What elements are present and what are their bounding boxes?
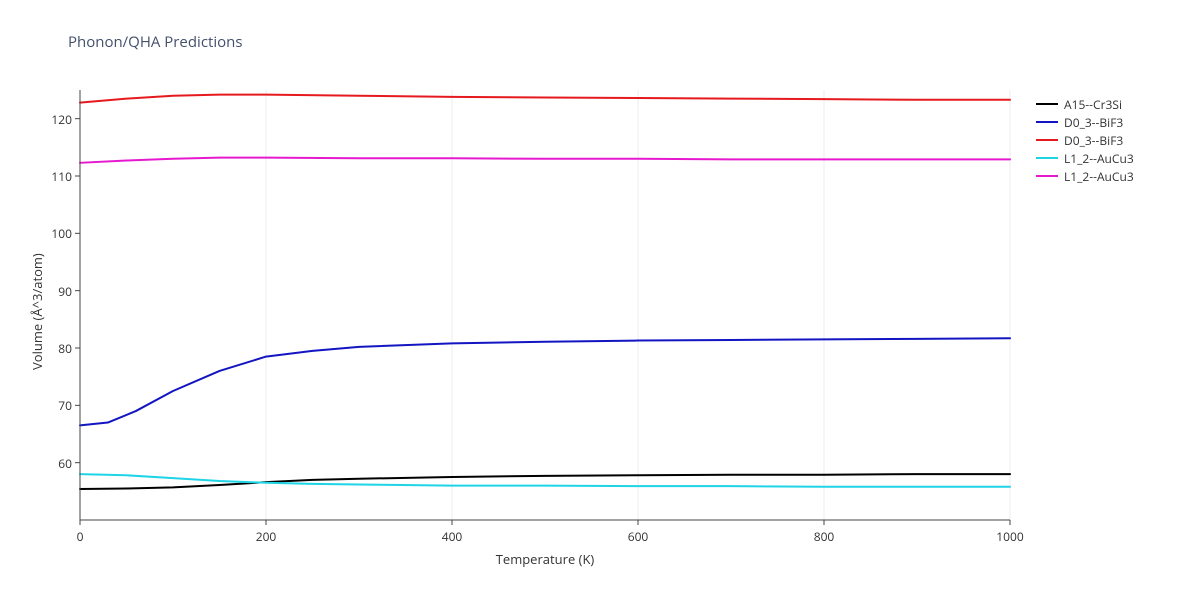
legend-swatch	[1036, 157, 1058, 159]
legend-item[interactable]: L1_2--AuCu3	[1036, 167, 1134, 185]
legend-item[interactable]: D0_3--BiF3	[1036, 113, 1134, 131]
legend-label: D0_3--BiF3	[1064, 132, 1123, 149]
plot-svg	[0, 0, 1200, 600]
legend-label: A15--Cr3Si	[1064, 96, 1122, 113]
legend-swatch	[1036, 103, 1058, 105]
y-tick-label: 110	[51, 168, 72, 185]
legend-swatch	[1036, 175, 1058, 177]
y-tick-label: 100	[51, 225, 72, 242]
y-tick-label: 60	[58, 455, 72, 472]
y-tick-label: 80	[58, 340, 72, 357]
series-line-2	[80, 95, 1010, 103]
x-tick-label: 600	[623, 528, 653, 545]
x-axis-label: Temperature (K)	[485, 550, 605, 568]
x-tick-label: 800	[809, 528, 839, 545]
y-tick-label: 70	[58, 397, 72, 414]
y-axis-label: Volume (Å^3/atom)	[28, 253, 46, 370]
chart-container: { "chart": { "type": "line", "title": "P…	[0, 0, 1200, 600]
x-tick-label: 1000	[995, 528, 1025, 545]
legend-swatch	[1036, 121, 1058, 123]
legend-item[interactable]: A15--Cr3Si	[1036, 95, 1134, 113]
series-line-1	[80, 338, 1010, 425]
legend-label: L1_2--AuCu3	[1064, 168, 1134, 185]
legend-label: D0_3--BiF3	[1064, 114, 1123, 131]
series-line-4	[80, 158, 1010, 163]
x-tick-label: 400	[437, 528, 467, 545]
legend: A15--Cr3SiD0_3--BiF3D0_3--BiF3L1_2--AuCu…	[1036, 95, 1134, 185]
legend-swatch	[1036, 139, 1058, 141]
y-tick-label: 120	[51, 111, 72, 128]
y-tick-label: 90	[58, 283, 72, 300]
x-tick-label: 200	[251, 528, 281, 545]
legend-item[interactable]: D0_3--BiF3	[1036, 131, 1134, 149]
x-tick-label: 0	[65, 528, 95, 545]
legend-item[interactable]: L1_2--AuCu3	[1036, 149, 1134, 167]
legend-label: L1_2--AuCu3	[1064, 150, 1134, 167]
